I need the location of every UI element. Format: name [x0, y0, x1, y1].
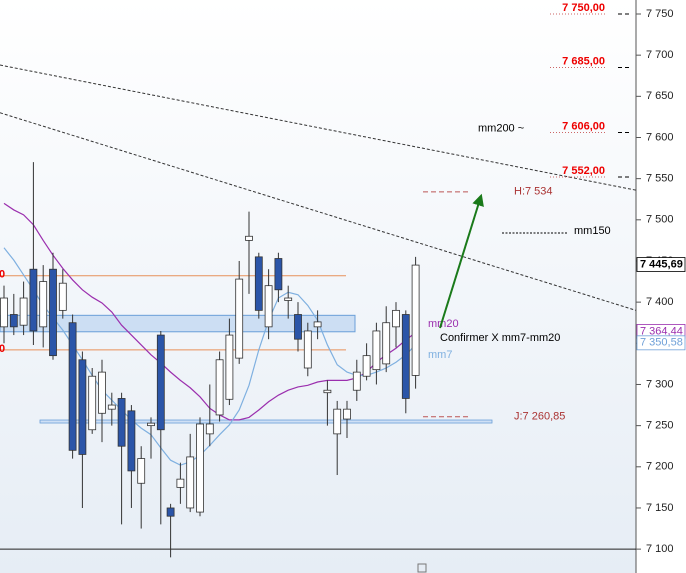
- annotation: Confirmer X mm7-mm20: [440, 332, 560, 344]
- level-label: 7 552,00: [562, 165, 605, 177]
- candle-body: [39, 281, 48, 328]
- y-tick-label: 7 750: [646, 8, 674, 20]
- candle-body: [68, 322, 77, 451]
- ma-label: mm20: [428, 318, 459, 330]
- candle-body: [411, 264, 420, 376]
- y-tick-label: 7 250: [646, 420, 674, 432]
- y-tick-label: 7 100: [646, 543, 674, 555]
- y-tick-label: 7 300: [646, 378, 674, 390]
- support-line: [39, 419, 493, 424]
- candle-body: [264, 285, 273, 328]
- marker-label: H:7 534: [514, 186, 553, 198]
- candle-body: [127, 410, 136, 472]
- trendline: [0, 64, 637, 191]
- y-tick-label: 7 600: [646, 131, 674, 143]
- candle-body: [392, 309, 400, 328]
- candle-body: [284, 297, 293, 301]
- candle-body: [382, 322, 391, 365]
- icon: [417, 563, 427, 573]
- candle-body: [98, 371, 106, 414]
- candle-body: [215, 359, 224, 416]
- level-label: 7 606,00: [562, 120, 605, 132]
- candle-body: [333, 408, 342, 435]
- price-tag-box: [636, 257, 686, 272]
- candle-body: [372, 330, 381, 371]
- candle-body: [58, 282, 67, 311]
- candle-body: [254, 256, 263, 311]
- candle-body: [78, 359, 87, 455]
- price-tag: 7 350,58: [640, 337, 683, 349]
- candle-body: [352, 371, 361, 391]
- level-label: 7 685,00: [562, 55, 605, 67]
- candle-body: [235, 278, 244, 359]
- price-tag: 7 445,69: [640, 258, 683, 270]
- candle-body: [156, 334, 165, 431]
- candle-body: [274, 258, 283, 291]
- candle-body: [343, 408, 351, 420]
- candle-body: [19, 297, 28, 326]
- y-tick-label: 7 650: [646, 90, 674, 102]
- candle-body: [303, 330, 312, 369]
- candle-body: [166, 507, 175, 517]
- candle-body: [29, 268, 38, 332]
- candle-body: [362, 355, 371, 377]
- level-label: 0: [0, 343, 5, 355]
- y-tick-label: 7 500: [646, 214, 674, 226]
- candle-body: [401, 314, 410, 399]
- candle-body: [0, 297, 8, 328]
- y-tick-label: 7 200: [646, 461, 674, 473]
- candle-body: [107, 404, 116, 410]
- candle-body: [205, 423, 214, 435]
- candle-body: [137, 458, 146, 484]
- price-tag-box: [636, 335, 686, 351]
- candle-body: [49, 268, 57, 357]
- candle-body: [313, 321, 322, 328]
- candle-body: [88, 375, 97, 431]
- candle-body: [186, 456, 195, 509]
- marker-label: J:7 260,85: [514, 411, 565, 423]
- y-tick-label: 7 700: [646, 49, 674, 61]
- annotation: mm200 ~: [478, 122, 524, 134]
- y-tick-label: 7 400: [646, 296, 674, 308]
- axis-area: [636, 0, 686, 573]
- candle-body: [117, 398, 126, 447]
- arrow: [439, 193, 484, 329]
- candle-body: [176, 478, 185, 488]
- candle-body: [225, 334, 234, 400]
- ma-label: mm7: [428, 349, 452, 361]
- plot-area: [0, 0, 636, 573]
- annotation: mm150: [574, 225, 611, 237]
- level-label: 0: [0, 269, 5, 281]
- candle-body: [323, 389, 332, 394]
- candle-body: [196, 423, 204, 513]
- price-tag: 7 364,44: [640, 325, 683, 337]
- candle-body: [147, 422, 155, 427]
- y-tick-label: 7 150: [646, 502, 674, 514]
- level-label: 7 750,00: [562, 2, 605, 14]
- candle-body: [294, 314, 302, 340]
- trendline: [0, 112, 637, 311]
- candle-body: [9, 314, 18, 328]
- y-tick-label: 7 550: [646, 173, 674, 185]
- candle-body: [245, 235, 253, 241]
